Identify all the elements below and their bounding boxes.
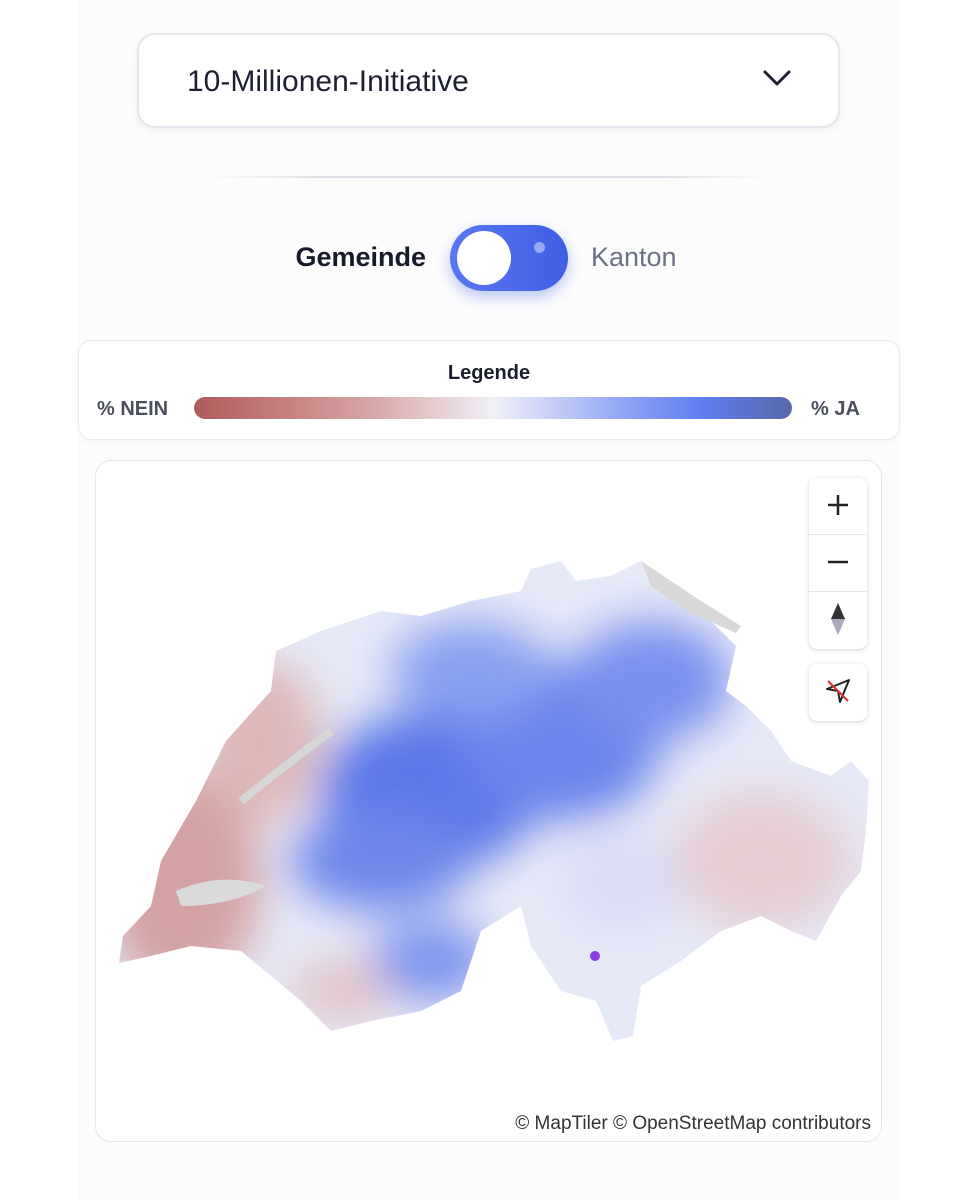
select-label: 10-Millionen-Initiative xyxy=(187,65,469,98)
map[interactable]: © MapTiler © OpenStreetMap contributors xyxy=(95,460,882,1142)
minus-icon xyxy=(828,560,848,563)
level-toggle[interactable] xyxy=(450,225,568,291)
compass-icon xyxy=(831,603,845,635)
map-regions xyxy=(119,561,869,1041)
toggle-label-left[interactable]: Gemeinde xyxy=(295,242,426,272)
legend: Legende % NEIN % JA xyxy=(78,340,900,440)
toggle-dot xyxy=(534,242,545,253)
legend-gradient xyxy=(194,397,792,419)
zoom-out[interactable] xyxy=(809,535,867,592)
toggle-knob xyxy=(457,231,511,285)
plus-icon xyxy=(828,494,848,515)
legend-low: % NEIN xyxy=(97,398,169,420)
choropleth xyxy=(119,561,869,1041)
locate-control xyxy=(809,664,867,721)
toggle-label-right[interactable]: Kanton xyxy=(591,242,677,272)
vote-select[interactable]: 10-Millionen-Initiative xyxy=(137,33,840,128)
locate-icon xyxy=(826,679,850,703)
chevron xyxy=(763,70,791,86)
locate[interactable] xyxy=(809,664,867,721)
zoom-controls xyxy=(809,478,867,649)
compass[interactable] xyxy=(809,592,867,649)
zoom-in[interactable] xyxy=(809,478,867,535)
legend-title: Legende xyxy=(447,362,531,384)
legend-high: % JA xyxy=(811,398,860,420)
attribution[interactable]: © MapTiler © OpenStreetMap contributors xyxy=(515,1113,871,1135)
divider xyxy=(210,176,770,178)
